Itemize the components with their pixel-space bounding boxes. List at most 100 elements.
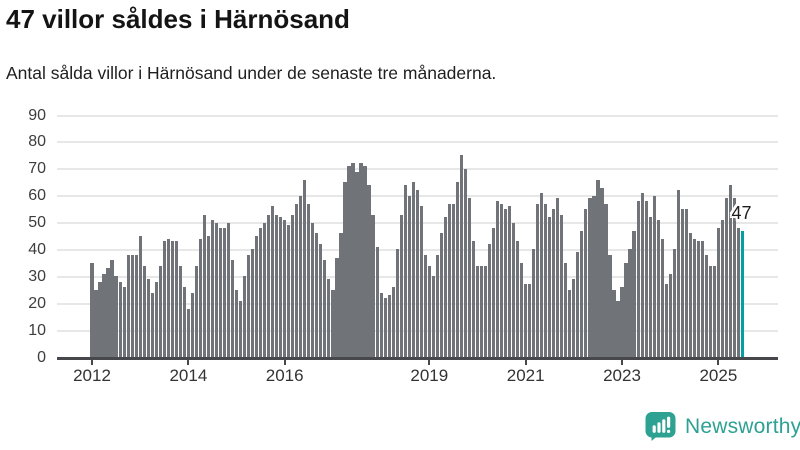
bar — [263, 222, 267, 357]
highlight-value-label: 47 — [731, 202, 752, 223]
bar — [238, 300, 243, 357]
bar — [620, 287, 624, 357]
bar — [423, 254, 427, 357]
y-axis-tick-label: 20 — [28, 294, 46, 312]
x-axis-tick — [91, 359, 93, 365]
bar — [455, 182, 459, 357]
bar — [560, 214, 564, 357]
bar — [186, 308, 190, 357]
bar — [592, 195, 596, 357]
y-axis-tick-label: 10 — [28, 321, 46, 339]
bar — [604, 203, 608, 357]
bar — [134, 254, 138, 357]
bar — [166, 238, 170, 357]
bar — [736, 227, 741, 357]
bar — [114, 276, 118, 357]
bar — [459, 155, 464, 357]
bar — [375, 246, 379, 357]
bar — [359, 163, 363, 357]
x-axis-tick-label: 2025 — [699, 366, 738, 385]
y-gridline — [57, 141, 778, 144]
bar — [251, 249, 255, 357]
y-axis-tick-label: 90 — [28, 106, 46, 124]
bar — [242, 276, 247, 357]
bar — [692, 238, 696, 357]
bar — [255, 236, 259, 357]
bar — [327, 279, 331, 357]
bar — [267, 214, 271, 357]
bar — [142, 265, 146, 357]
bar — [415, 190, 419, 357]
bar — [548, 217, 552, 357]
bar — [435, 254, 439, 357]
bar — [716, 227, 720, 357]
bar — [628, 249, 632, 357]
bar — [447, 203, 451, 357]
bar — [471, 241, 476, 357]
bar — [259, 227, 263, 357]
bar — [363, 166, 367, 357]
bar — [355, 171, 359, 357]
y-axis-tick-label: 0 — [37, 348, 46, 366]
bar — [708, 265, 712, 357]
x-axis-tick — [621, 359, 623, 365]
bar — [391, 287, 395, 357]
bar — [315, 233, 319, 357]
bar — [210, 219, 215, 357]
bar — [419, 206, 423, 357]
bar — [728, 184, 733, 357]
bar — [126, 254, 130, 357]
bar — [700, 241, 704, 357]
bar — [158, 265, 162, 357]
bar — [688, 233, 692, 357]
x-axis-tick — [428, 359, 431, 365]
bar — [596, 179, 600, 357]
bar — [564, 262, 568, 357]
bar — [234, 289, 239, 357]
bar — [495, 201, 500, 357]
bar — [684, 209, 688, 357]
bar — [427, 265, 431, 357]
brand-name: Newsworthy — [685, 414, 800, 438]
y-axis-tick-label: 50 — [28, 214, 46, 232]
x-axis-tick — [717, 359, 720, 365]
bar — [118, 281, 122, 357]
bar — [319, 244, 323, 357]
bar — [568, 289, 572, 357]
bar — [339, 233, 343, 357]
bar — [660, 238, 664, 357]
bar — [512, 222, 516, 357]
bar — [704, 254, 708, 357]
bar — [576, 252, 580, 357]
bar — [504, 209, 508, 357]
bar — [411, 182, 415, 357]
bar — [520, 262, 524, 357]
x-axis-tick — [524, 359, 527, 365]
bar — [552, 209, 556, 357]
bar — [190, 292, 194, 357]
bar — [528, 284, 532, 357]
bar — [367, 184, 371, 357]
bar — [676, 190, 680, 357]
bar — [102, 273, 106, 357]
bar — [198, 238, 202, 357]
bar — [303, 179, 307, 357]
x-axis-tick-label: 2023 — [603, 366, 641, 385]
bar — [230, 260, 235, 357]
chart-subtitle: Antal sålda villor i Härnösand under de … — [6, 63, 497, 83]
y-axis-tick-label: 80 — [28, 133, 46, 151]
bar — [712, 265, 716, 357]
bar — [291, 214, 295, 357]
bar — [443, 217, 447, 357]
bar — [544, 203, 548, 357]
bar — [664, 284, 668, 357]
bar — [383, 297, 387, 357]
bar — [407, 195, 411, 357]
x-axis-line — [57, 356, 778, 360]
bar — [311, 222, 315, 357]
x-axis-tick-label: 2012 — [73, 366, 111, 385]
bar — [222, 227, 227, 357]
bar — [632, 230, 636, 357]
bar — [524, 284, 528, 357]
